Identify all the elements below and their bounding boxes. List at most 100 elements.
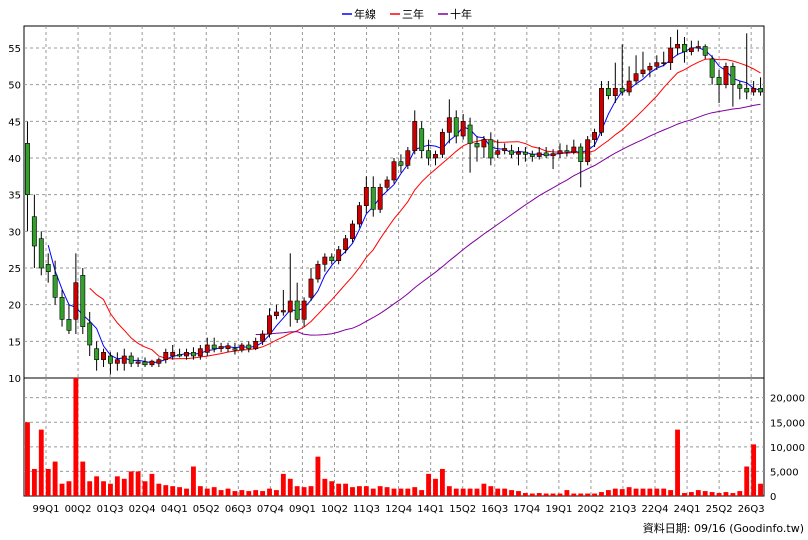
price-panel: 10 15 20 25 30 35 40 45 50 55 <box>8 25 765 385</box>
candle-body <box>612 88 618 96</box>
volume-bar <box>384 487 390 496</box>
volume-bar <box>25 422 30 496</box>
candle-body <box>488 139 494 159</box>
candle-body <box>668 47 674 63</box>
candle-body <box>585 139 591 162</box>
candle-body <box>405 150 411 166</box>
volume-bar <box>94 476 100 496</box>
legend-label: 十年 <box>450 7 472 21</box>
volume-bar <box>170 486 176 496</box>
candle-body <box>536 152 542 157</box>
volume-bar <box>287 478 293 496</box>
x-tick-label: 07Q4 <box>257 504 284 515</box>
candle-body <box>177 354 183 357</box>
candle-body <box>446 117 452 133</box>
volume-bar <box>488 486 494 496</box>
volume-bar <box>716 493 722 496</box>
candle-body <box>301 300 307 320</box>
x-tick-label: 19Q1 <box>545 504 572 515</box>
volume-bar <box>225 488 231 496</box>
volume-bar <box>737 491 743 496</box>
candle-body <box>640 69 646 74</box>
x-tick-label: 01Q3 <box>97 504 124 515</box>
volume-bar <box>709 492 715 496</box>
candle-body <box>439 132 445 155</box>
candle-body <box>571 146 577 153</box>
candle-body <box>343 238 349 250</box>
price-tick-label: 20 <box>8 301 21 312</box>
volume-bar <box>502 488 508 496</box>
volume-bar <box>481 483 487 496</box>
volume-bar <box>260 491 266 496</box>
candle-body <box>695 46 701 49</box>
volume-bar <box>536 493 542 496</box>
volume-tick-label: 5,000 <box>770 467 799 478</box>
candle-body <box>142 361 148 366</box>
candle-body <box>260 333 266 342</box>
volume-bar <box>294 486 300 496</box>
volume-tick-label: 10,000 <box>770 443 805 454</box>
volume-bar <box>274 490 279 496</box>
volume-bar <box>405 488 411 496</box>
candle-body <box>350 223 355 239</box>
volume-bar <box>668 490 674 496</box>
ma-line-3y <box>89 58 761 360</box>
candle-body <box>108 355 113 364</box>
volume-bar <box>218 490 224 496</box>
candle-body <box>474 143 480 148</box>
volume-bar <box>688 492 694 496</box>
price-tick-label: 10 <box>8 374 21 385</box>
candle-body <box>419 128 425 151</box>
legend-label: 年線 <box>354 7 376 21</box>
volume-bar <box>460 488 466 496</box>
x-tick-label: 02Q4 <box>129 504 156 515</box>
volume-bar <box>329 481 335 496</box>
candle-body <box>751 88 757 93</box>
x-tick-label: 15Q2 <box>449 504 476 515</box>
candle-body <box>398 161 404 166</box>
candle-body <box>329 256 335 261</box>
price-tick-label: 45 <box>8 117 21 128</box>
candle-body <box>80 275 86 327</box>
candle-body <box>495 150 501 155</box>
candle-body <box>509 150 515 155</box>
price-tick-label: 30 <box>8 227 21 238</box>
candle-body <box>246 344 252 349</box>
candle-body <box>87 322 93 346</box>
price-tick-label: 50 <box>8 81 21 92</box>
x-tick-label: 20Q2 <box>577 504 604 515</box>
volume-bar <box>419 490 425 496</box>
chart-legend: 年線 三年 十年 <box>342 7 472 21</box>
x-tick-label: 00Q2 <box>65 504 92 515</box>
volume-bar <box>592 493 597 496</box>
volume-bar <box>758 483 763 496</box>
candle-body <box>287 300 293 313</box>
volume-bar <box>52 461 58 496</box>
price-plot-area <box>23 25 765 379</box>
candle-body <box>38 238 44 269</box>
price-tick-label: 35 <box>8 191 21 202</box>
volume-bar <box>280 473 286 496</box>
volume-bar <box>322 478 328 496</box>
volume-bar <box>163 485 169 496</box>
candle-body <box>661 62 667 64</box>
candle-body <box>377 187 383 210</box>
volume-bar <box>128 471 134 496</box>
candle-body <box>460 121 466 137</box>
volume-panel: 0 5,000 10,000 15,000 20,000 <box>23 377 805 503</box>
volume-bar <box>87 481 93 496</box>
candle-body <box>599 88 604 133</box>
candle-body <box>114 359 120 364</box>
candle-body <box>149 360 155 366</box>
x-tick-label: 25Q2 <box>706 504 733 515</box>
volume-bar <box>391 488 397 496</box>
candle-body <box>543 152 549 157</box>
volume-bar <box>474 488 480 496</box>
candle-body <box>592 132 598 140</box>
price-tick-label: 15 <box>8 337 21 348</box>
volume-bar <box>398 488 404 496</box>
volume-bar <box>578 493 584 496</box>
price-tick-label: 25 <box>8 264 21 275</box>
candle-body <box>758 88 763 93</box>
